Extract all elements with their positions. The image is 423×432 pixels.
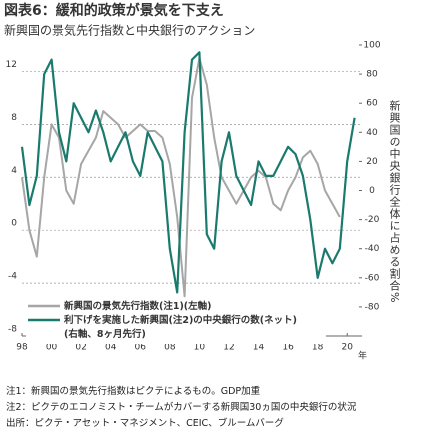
x-tick-label: 02 xyxy=(75,343,86,353)
y2-tick-label: -80 xyxy=(365,302,380,312)
x-tick-label: 20 xyxy=(341,343,353,353)
y2-tick-label: -60 xyxy=(365,273,380,283)
y2-tick-label: 20 xyxy=(366,157,378,167)
x-tick-label: 16 xyxy=(282,343,294,353)
legend-label: 利下げを実施した新興国(注2)の中央銀行の数(ネット) (右軸、8ヶ月先行) xyxy=(63,314,297,340)
y-tick-label: 4 xyxy=(11,166,17,176)
x-tick-label: 06 xyxy=(135,343,147,353)
x-tick-label: 10 xyxy=(194,343,206,353)
x-axis-label: 年 xyxy=(358,350,367,362)
series-line xyxy=(21,57,341,298)
y-tick-label: 8 xyxy=(11,113,17,123)
y2-axis-label: 新興国の中央銀行全体に占める割合% xyxy=(388,100,401,304)
note: 注1：新興国の景気先行指数はピクテによるもの。GDP加重 xyxy=(6,386,261,397)
chart-title: 図表6：緩和的政策が景気を下支え xyxy=(4,2,224,19)
y2-tick-label: 60 xyxy=(366,99,378,109)
y-tick-label: -8 xyxy=(8,325,17,335)
y2-tick-label: -40 xyxy=(365,244,380,254)
y2-tick-label: 100 xyxy=(363,41,380,51)
note: 注2：ピクテのエコノミスト・チームがカバーする新興国30ヵ国の中央銀行の状況 xyxy=(6,402,357,413)
y2-tick-label: 40 xyxy=(366,128,378,138)
y-tick-label: 12 xyxy=(6,60,17,70)
x-tick-label: 98 xyxy=(16,343,28,353)
note: 出所：ピクテ・アセット・マネジメント、CEIC、ブルームバーグ xyxy=(6,418,284,429)
x-tick-label: 04 xyxy=(105,343,117,353)
x-tick-label: 00 xyxy=(46,343,58,353)
y2-tick-label: 80 xyxy=(366,70,378,80)
x-tick-label: 08 xyxy=(164,343,176,353)
notes: 注1：新興国の景気先行指数はピクテによるもの。GDP加重 注2：ピクテのエコノミ… xyxy=(6,384,356,432)
x-tick-label: 18 xyxy=(312,343,324,353)
y2-tick-label: -20 xyxy=(365,215,380,225)
series-line xyxy=(20,51,356,294)
legend-box xyxy=(26,298,326,344)
y2-tick-label: 0 xyxy=(369,186,375,196)
x-tick-label: 14 xyxy=(253,343,265,353)
y-tick-label: 0 xyxy=(11,219,17,229)
chart-subtitle: 新興国の景気先行指数と中央銀行のアクション xyxy=(4,23,255,38)
y-tick-label: -4 xyxy=(8,272,17,282)
legend-label: 新興国の景気先行指数(注1)(左軸) xyxy=(64,300,211,312)
x-tick-label: 12 xyxy=(223,343,234,353)
